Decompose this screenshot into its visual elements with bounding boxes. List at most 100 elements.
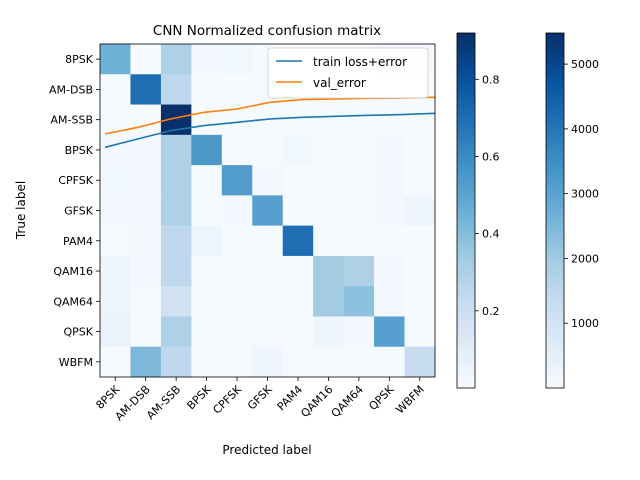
colorbar-segment [457, 337, 475, 342]
colorbar-segment [457, 216, 475, 220]
colorbar-segment [457, 346, 475, 351]
colorbar-segment [546, 50, 564, 55]
colorbar-segment [457, 370, 475, 374]
heatmap-cell [374, 195, 405, 227]
colorbar-segment [546, 157, 564, 161]
heatmap-cell [374, 286, 405, 317]
heatmap-cell [100, 286, 131, 317]
heatmap-cell [343, 104, 375, 136]
colorbar-segment [457, 254, 475, 259]
colorbar-segment [546, 53, 564, 58]
colorbar-segment [546, 115, 564, 120]
heatmap-cell [313, 104, 345, 136]
x-tick-label: QPSK [366, 382, 397, 413]
colorbar-segment [546, 89, 564, 93]
heatmap-cell [130, 165, 162, 196]
colorbar-segment [457, 319, 475, 324]
y-axis-ticks: 8PSK AM-DSB AM-SSB BPSK CPFSK GFSK PAM4 QAM16 QA… [49, 53, 100, 369]
colorbar-segment [546, 154, 564, 158]
heatmap-cell [130, 44, 162, 75]
colorbar-segment [457, 169, 475, 173]
colorbar-segment [546, 370, 564, 374]
colorbar-segment [457, 272, 475, 277]
colorbar-segment [457, 151, 475, 155]
colorbar-segment [457, 41, 475, 46]
colorbar-segment [546, 204, 564, 209]
colorbar-segment [546, 195, 564, 200]
legend-label-val: val_error [313, 76, 366, 90]
colorbar-segment [546, 83, 564, 87]
colorbar-segment [457, 248, 475, 253]
colorbar-segment [457, 364, 475, 368]
colorbar-segment [546, 151, 564, 155]
colorbar-segment [546, 139, 564, 144]
heatmap-cell [404, 195, 436, 227]
y-tick-label: PAM4 [63, 235, 93, 248]
colorbar-segment [457, 210, 475, 215]
colorbar-segment [457, 237, 475, 241]
colorbar-segment [546, 92, 564, 96]
colorbar-segment [457, 121, 475, 126]
colorbar-segment [457, 219, 475, 223]
colorbar-segment [546, 127, 564, 132]
colorbar-segment [457, 361, 475, 365]
colorbar-segment [457, 382, 475, 386]
heatmap-cell [160, 346, 192, 378]
heatmap-cell [313, 286, 345, 317]
colorbar-segment [546, 284, 564, 289]
colorbar-segment [457, 44, 475, 49]
colorbar-segment [457, 192, 475, 197]
heatmap-cell [282, 134, 314, 166]
colorbar-segment [457, 222, 475, 226]
colorbar-segment [457, 269, 475, 274]
colorbar-segment [546, 272, 564, 277]
legend: train loss+error val_error [267, 47, 429, 99]
colorbar-segment [457, 142, 475, 147]
colorbar-segment [457, 89, 475, 93]
colorbar-segment [546, 219, 564, 223]
colorbar-segment [457, 77, 475, 81]
colorbar-segment [546, 257, 564, 262]
colorbar-segment [457, 139, 475, 144]
colorbar-segment [457, 373, 475, 377]
colorbar-segment [457, 74, 475, 78]
heatmap-cell [191, 316, 223, 348]
heatmap-cell [343, 286, 375, 317]
colorbar-segment [546, 278, 564, 283]
colorbar-segment [457, 183, 475, 188]
heatmap-cell [404, 134, 436, 166]
y-tick-label: QAM16 [53, 265, 93, 278]
heatmap-cell [282, 225, 314, 257]
heatmap-cell [343, 316, 375, 348]
colorbar-segment [457, 136, 475, 141]
colorbar-segment [457, 154, 475, 158]
heatmap-cell [130, 225, 162, 257]
heatmap-cell [160, 44, 192, 75]
colorbar-segment [546, 340, 564, 345]
heatmap-cell [252, 286, 284, 317]
colorbar-segment [546, 290, 564, 294]
colorbar-segment [457, 186, 475, 191]
colorbar-segment [457, 317, 475, 321]
heatmap-cell [252, 225, 284, 257]
colorbar-segment [546, 180, 564, 185]
colorbar-segment [457, 98, 475, 102]
heatmap-cell [100, 104, 131, 136]
heatmap-cell [221, 74, 253, 105]
heatmap-cell [343, 134, 375, 166]
y-tick-label: QPSK [64, 326, 94, 339]
heatmap-cell [282, 195, 314, 227]
colorbar-segment [457, 180, 475, 185]
colorbar-segment [546, 98, 564, 102]
colorbar-segment [546, 216, 564, 220]
colorbar-segment [546, 201, 564, 206]
heatmap-cell [160, 225, 192, 257]
colorbar-segment [457, 133, 475, 138]
colorbar-segment [457, 145, 475, 149]
heatmap-cell [404, 316, 436, 348]
heatmap-cell [282, 165, 314, 196]
colorbar-segment [546, 337, 564, 342]
y-tick-label: AM-DSB [49, 83, 93, 96]
colorbar-segment [546, 343, 564, 348]
colorbar-segment [546, 352, 564, 357]
